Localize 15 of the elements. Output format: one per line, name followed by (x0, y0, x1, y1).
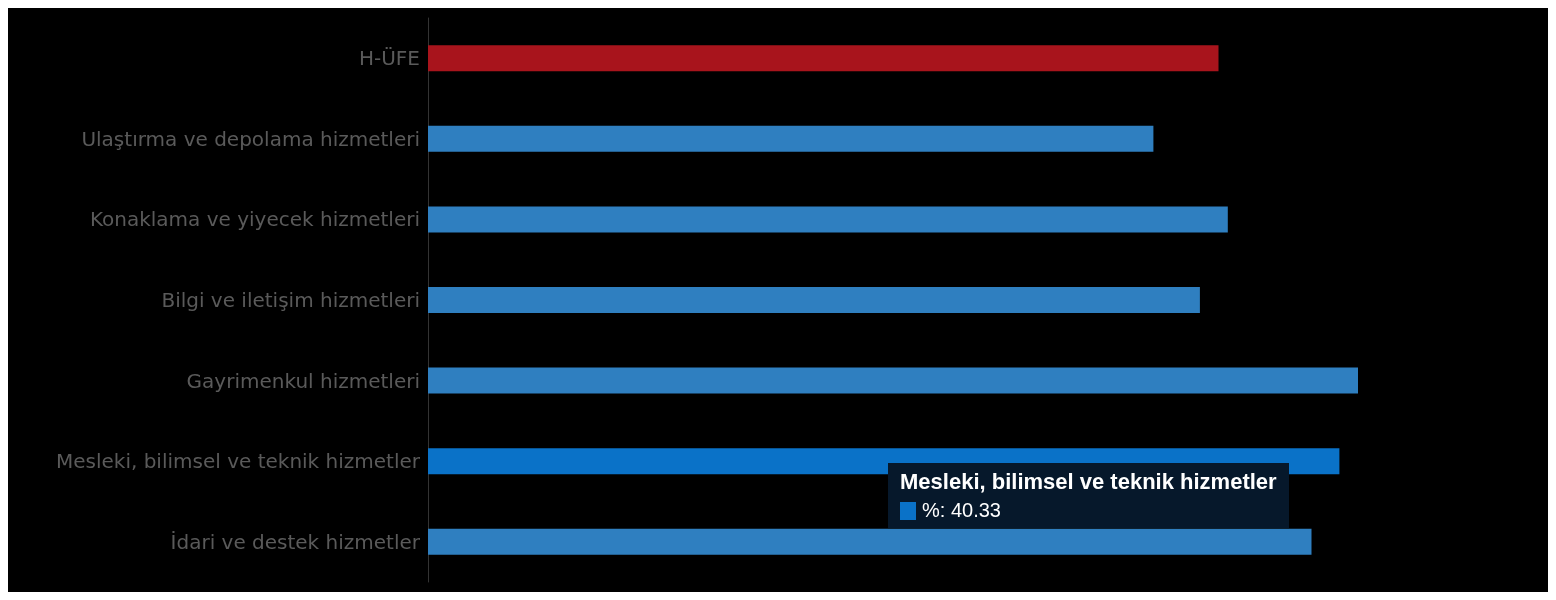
bar (428, 367, 1358, 394)
y-tick-label: İdari ve destek hizmetler (170, 529, 421, 554)
bar (428, 45, 1219, 72)
y-tick-label: Konaklama ve yiyecek hizmetleri (89, 207, 420, 232)
annotation: %: 40.33 (922, 499, 1001, 522)
bar (428, 206, 1228, 233)
bar (428, 125, 1154, 152)
y-tick-label: Mesleki, bilimsel ve teknik hizmetler (55, 449, 421, 474)
y-tick-label: Bilgi ve iletişim hizmetleri (161, 288, 420, 312)
y-tick-label: Ulaştırma ve depolama hizmetleri (81, 126, 420, 151)
annotation: Mesleki, bilimsel ve teknik hizmetler (900, 469, 1277, 495)
y-tick-label: Gayrimenkul hizmetleri (186, 368, 420, 393)
bar (428, 528, 1312, 555)
bar (428, 287, 1200, 313)
y-tick-label: H-ÜFE (358, 46, 420, 71)
